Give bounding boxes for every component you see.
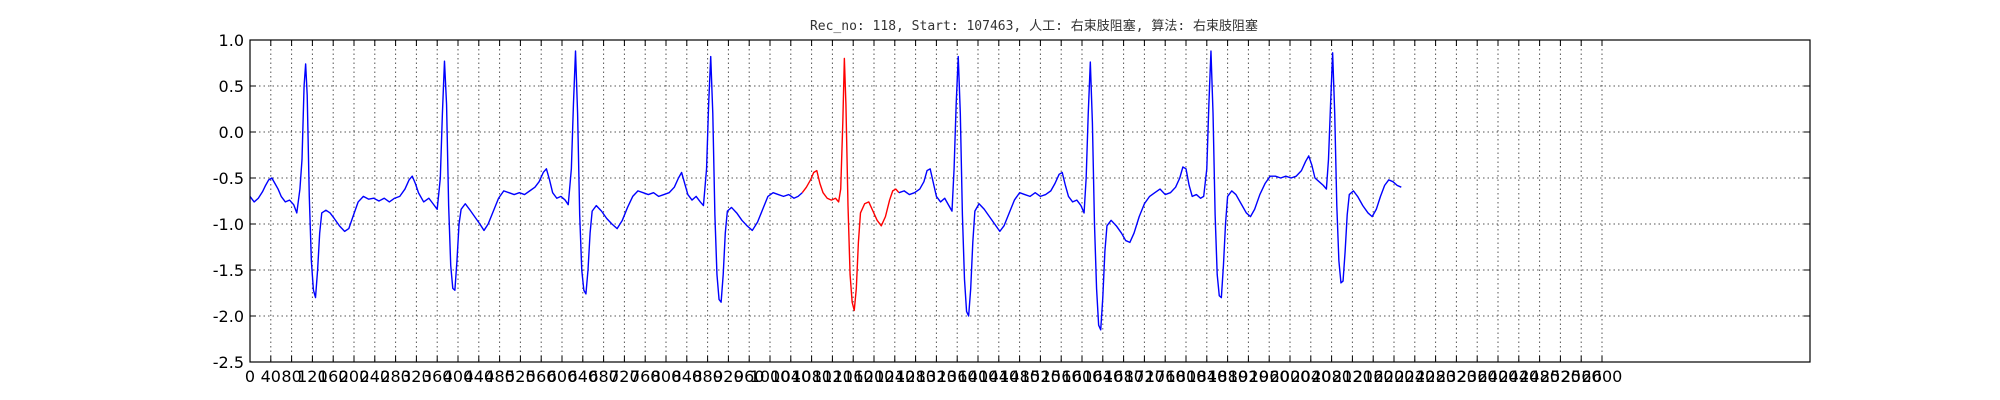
series-layer bbox=[249, 50, 1402, 331]
x-tick-label: 200 bbox=[339, 367, 370, 386]
x-tick-label: 2360 bbox=[1457, 367, 1498, 386]
series-line-1 bbox=[249, 50, 803, 303]
x-tick-label: 1160 bbox=[833, 367, 874, 386]
x-tick-label: 880 bbox=[692, 367, 723, 386]
x-tick-label: 1200 bbox=[854, 367, 895, 386]
x-tick-label: 680 bbox=[588, 367, 619, 386]
series-line-2 bbox=[801, 57, 900, 312]
y-tick-label: -1.0 bbox=[213, 215, 244, 234]
x-tick-label: 600 bbox=[547, 367, 578, 386]
x-tick-label: 2120 bbox=[1332, 367, 1373, 386]
x-axis: 0 40 8012016020024028032036040044048052056… bbox=[245, 367, 1622, 386]
x-tick-label: 2000 bbox=[1270, 367, 1311, 386]
x-tick-label: 480 bbox=[484, 367, 515, 386]
x-tick-label: 1560 bbox=[1041, 367, 1082, 386]
x-tick-label: 120 bbox=[297, 367, 328, 386]
x-tick-label: 1960 bbox=[1249, 367, 1290, 386]
x-tick-label: 2200 bbox=[1374, 367, 1415, 386]
plot-frame bbox=[249, 39, 1811, 363]
x-tick-label: 840 bbox=[672, 367, 703, 386]
x-tick-label: 240 bbox=[360, 367, 391, 386]
y-axis: 1.0 0.5 0.0 -0.5 -1.0 -1.5 -2.0 -2.5 bbox=[213, 31, 244, 372]
x-tick-label: 2080 bbox=[1311, 367, 1352, 386]
x-tick-label: 1920 bbox=[1228, 367, 1269, 386]
x-tick-label: 760 bbox=[630, 367, 661, 386]
x-tick-label: 2560 bbox=[1561, 367, 1602, 386]
x-tick-label: 1800 bbox=[1166, 367, 1207, 386]
y-tick-label: -0.5 bbox=[213, 169, 244, 188]
x-tick-label: 400 bbox=[443, 367, 474, 386]
y-tick-label: 1.0 bbox=[219, 31, 244, 50]
x-tick-label: 2280 bbox=[1415, 367, 1456, 386]
x-tick-label: 1000 bbox=[750, 367, 791, 386]
x-tick-label: 2600 bbox=[1582, 367, 1623, 386]
x-tick-label: 1440 bbox=[978, 367, 1019, 386]
x-tick-label: 80 bbox=[281, 367, 301, 386]
x-tick-label: 640 bbox=[568, 367, 599, 386]
x-tick-label: 2400 bbox=[1478, 367, 1519, 386]
x-tick-label: 1680 bbox=[1103, 367, 1144, 386]
x-tick-label: 1040 bbox=[770, 367, 811, 386]
x-tick-label: 40 bbox=[261, 367, 281, 386]
x-tick-label: 2320 bbox=[1436, 367, 1477, 386]
x-tick-label: 360 bbox=[422, 367, 453, 386]
y-tick-label: 0.5 bbox=[219, 77, 244, 96]
series-line-3 bbox=[898, 50, 1402, 331]
x-tick-label: 1360 bbox=[937, 367, 978, 386]
y-tick-label: -2.0 bbox=[213, 307, 244, 326]
y-tick-label: -1.5 bbox=[213, 261, 244, 280]
y-tick-label: -2.5 bbox=[213, 353, 244, 372]
x-tick-label: 800 bbox=[651, 367, 682, 386]
x-tick-label: 1320 bbox=[916, 367, 957, 386]
x-tick-label: 1520 bbox=[1020, 367, 1061, 386]
x-tick-label: 1480 bbox=[999, 367, 1040, 386]
x-tick-label: 1840 bbox=[1186, 367, 1227, 386]
x-tick-label: 960 bbox=[734, 367, 765, 386]
x-tick-label: 2480 bbox=[1519, 367, 1560, 386]
x-tick-label: 2040 bbox=[1290, 367, 1331, 386]
grid bbox=[250, 40, 1810, 362]
x-tick-label: 720 bbox=[609, 367, 640, 386]
x-tick-label: 2240 bbox=[1394, 367, 1435, 386]
x-tick-label: 1760 bbox=[1145, 367, 1186, 386]
x-tick-label: 2160 bbox=[1353, 367, 1394, 386]
x-tick-label: 1600 bbox=[1062, 367, 1103, 386]
x-tick-label: 1080 bbox=[791, 367, 832, 386]
x-tick-label: 920 bbox=[713, 367, 744, 386]
x-tick-label: 320 bbox=[401, 367, 432, 386]
x-tick-label: 560 bbox=[526, 367, 557, 386]
x-tick-label: 2520 bbox=[1540, 367, 1581, 386]
x-tick-label: 1640 bbox=[1082, 367, 1123, 386]
x-tick-label: 1280 bbox=[895, 367, 936, 386]
y-tick-label: 0.0 bbox=[219, 123, 244, 142]
x-tick-label: 520 bbox=[505, 367, 536, 386]
x-tick-label: 1880 bbox=[1207, 367, 1248, 386]
x-tick-label: 1120 bbox=[812, 367, 853, 386]
axis-ticks bbox=[249, 39, 1810, 363]
x-tick-label: 2440 bbox=[1498, 367, 1539, 386]
chart-title: Rec_no: 118, Start: 107463, 人工: 右束肢阻塞, 算… bbox=[810, 18, 1258, 34]
x-tick-label: 440 bbox=[464, 367, 495, 386]
x-tick-label: 280 bbox=[380, 367, 411, 386]
x-tick-label: 160 bbox=[318, 367, 349, 386]
x-tick-label: 1240 bbox=[874, 367, 915, 386]
x-tick-label: 1400 bbox=[958, 367, 999, 386]
x-tick-label: 0 bbox=[245, 367, 255, 386]
x-tick-label: 1720 bbox=[1124, 367, 1165, 386]
